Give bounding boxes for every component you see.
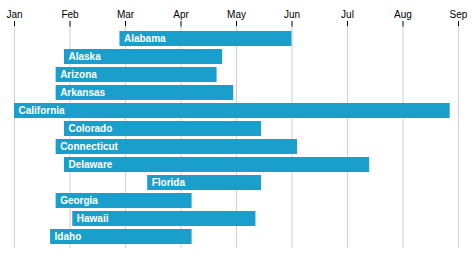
svg-text:Jul: Jul xyxy=(341,9,354,20)
svg-text:Florida: Florida xyxy=(152,177,186,188)
svg-text:Jun: Jun xyxy=(284,9,300,20)
svg-text:May: May xyxy=(227,9,246,20)
svg-text:Idaho: Idaho xyxy=(55,231,82,242)
svg-text:Hawaii: Hawaii xyxy=(77,213,109,224)
svg-text:Colorado: Colorado xyxy=(68,123,112,134)
svg-text:Georgia: Georgia xyxy=(60,195,98,206)
svg-text:Mar: Mar xyxy=(117,9,135,20)
svg-text:Alabama: Alabama xyxy=(124,33,166,44)
svg-text:California: California xyxy=(19,105,66,116)
svg-text:Sep: Sep xyxy=(450,9,468,20)
svg-text:Connecticut: Connecticut xyxy=(60,141,118,152)
svg-text:Alaska: Alaska xyxy=(68,51,101,62)
svg-text:Aug: Aug xyxy=(394,9,412,20)
svg-text:Apr: Apr xyxy=(173,9,189,20)
svg-text:Delaware: Delaware xyxy=(68,159,112,170)
svg-text:Arkansas: Arkansas xyxy=(60,87,105,98)
svg-text:Jan: Jan xyxy=(6,9,22,20)
svg-text:Feb: Feb xyxy=(61,9,79,20)
svg-text:Arizona: Arizona xyxy=(60,69,97,80)
